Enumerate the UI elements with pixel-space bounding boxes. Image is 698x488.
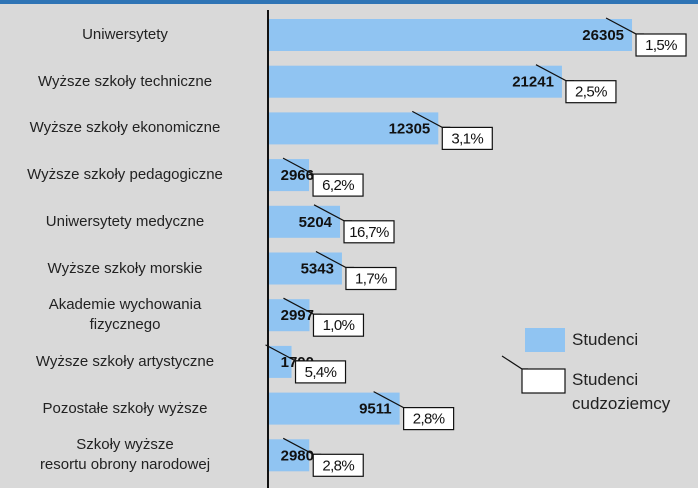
foreign-share-label: 1,0% [323,317,355,334]
bar [268,439,310,472]
foreign-share-box [441,126,493,151]
bar [268,205,341,238]
foreign-share-box [312,453,364,477]
legend-label: Studenci cudzoziemcy [572,370,671,413]
legend-callout [501,355,528,370]
foreign-share-box [312,173,364,197]
category-label: Akademie wychowania fizycznego [48,296,202,334]
bar [268,299,310,332]
bar-value-label: 26305 [582,27,624,44]
bar-value-label: 21241 [512,74,554,91]
foreign-share-box [343,220,395,244]
foreign-share-label: 2,5% [575,84,607,101]
category-label: Wyższe szkoły artystyczne [35,352,215,370]
foreign-share-label: 1,5% [645,37,677,54]
top-border [0,0,698,4]
category-label: Wyższe szkoły pedagogiczne [27,166,223,184]
bar-value-label: 5204 [299,214,333,231]
foreign-share-box [312,313,365,337]
category-label: Wyższe szkoły techniczne [37,72,213,90]
foreign-share-label: 5,4% [305,364,337,381]
foreign-share-box [345,266,397,291]
bar-value-label: 2980 [281,447,314,464]
category-label: Uniwersytety medyczne [45,212,205,230]
legend-label: Studenci [572,330,639,349]
bar [268,65,562,98]
bar-value-label: 2966 [281,167,314,184]
category-label: Uniwersytety [82,26,168,43]
category-label: Szkoły wyższe resortu obrony narodowej [39,436,211,474]
category-label: Pozostałe szkoły wyższe [42,399,208,417]
category-label: Wyższe szkoły ekonomiczne [29,119,221,137]
foreign-share-label: 16,7% [349,224,389,241]
foreign-share-label: 2,8% [322,457,354,474]
foreign-share-box [565,80,617,104]
legend-swatch [521,368,566,394]
foreign-share-label: 3,1% [451,130,483,147]
bar-value-label: 9511 [359,401,392,418]
bar [268,392,400,425]
foreign-share-box [294,360,347,384]
foreign-share-label: 2,8% [413,411,445,428]
category-label: Wyższe szkoły morskie [47,259,203,277]
foreign-share-box [635,33,687,57]
bar-value-label: 5343 [301,260,334,277]
bar-value-label: 2997 [281,307,314,324]
foreign-share-label: 1,7% [355,270,387,287]
foreign-share-box [403,407,455,431]
bar [268,19,633,51]
bar [268,159,310,192]
foreign-share-label: 6,2% [322,177,354,194]
legend-swatch [525,328,565,352]
bar [268,252,342,285]
bar [268,345,292,378]
bar [268,112,439,145]
bar-value-label: 12305 [389,120,431,137]
